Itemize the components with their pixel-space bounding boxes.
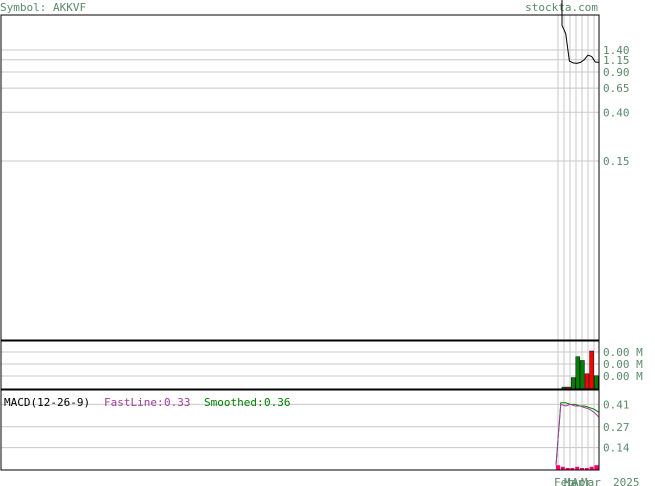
price-tick-label: 1.15 <box>603 54 630 67</box>
price-panel: 1.401.150.90 0.65 0.40 0.15 <box>0 0 630 341</box>
macd-panel: 0.41 0.27 0.14 <box>0 389 630 471</box>
volume-tick-label: 0.00 M <box>603 370 643 383</box>
price-tick-label: 0.90 <box>603 66 630 79</box>
macd-hist-bar <box>594 465 599 470</box>
macd-hist-bar <box>565 468 570 470</box>
price-frame <box>0 14 600 341</box>
volume-bar <box>580 360 585 390</box>
x-axis-label: 2025 <box>613 476 640 486</box>
macd-fastline-line <box>555 403 600 466</box>
volume-tick-label: 0.00 M <box>603 346 643 359</box>
price-tick-label: 1.40 <box>603 44 630 57</box>
volume-bar <box>593 375 599 390</box>
volume-bar <box>575 356 581 390</box>
volume-frame <box>0 340 600 390</box>
volume-bar <box>589 350 594 390</box>
macd-hist-bar <box>556 465 560 470</box>
fastline-label: FastLine: <box>104 396 164 409</box>
macd-smoothed-line <box>555 402 600 466</box>
macd-tick-label: 0.41 <box>603 398 630 411</box>
volume-panel: 0.00 M0.00 M0.00 M <box>0 340 643 390</box>
price-tick-label: 0.40 <box>603 106 630 119</box>
price-tick-label: 0.15 <box>603 155 630 168</box>
macd-label: MACD(12-26-9) <box>4 396 90 409</box>
macd-hist-bar <box>580 468 584 470</box>
macd-tick-label: 0.14 <box>603 442 630 455</box>
macd-frame <box>0 389 600 471</box>
price-line <box>561 0 600 64</box>
x-axis-label: Mar <box>564 476 584 486</box>
macd-hist-bar <box>560 466 565 470</box>
price-tick-label: 0.65 <box>603 82 630 95</box>
fastline-value: 0.33 <box>164 396 191 409</box>
x-axis-label: Mar <box>581 476 601 486</box>
macd-hist-bar <box>575 466 580 470</box>
macd-hist-bar <box>584 468 589 470</box>
x-axis-label: Apr <box>572 476 592 486</box>
x-axis-label: Feb <box>554 476 574 486</box>
macd-tick-label: 0.27 <box>603 421 630 434</box>
smoothed-label: Smoothed: <box>204 396 264 409</box>
volume-bar <box>584 373 590 390</box>
volume-tick-label: 0.00 M <box>603 358 643 371</box>
smoothed-value: 0.36 <box>264 396 291 409</box>
symbol-label: Symbol: AKKVF <box>0 1 86 14</box>
macd-hist-bar <box>570 468 575 470</box>
volume-bar <box>570 377 576 390</box>
macd-hist-bar <box>589 466 594 470</box>
